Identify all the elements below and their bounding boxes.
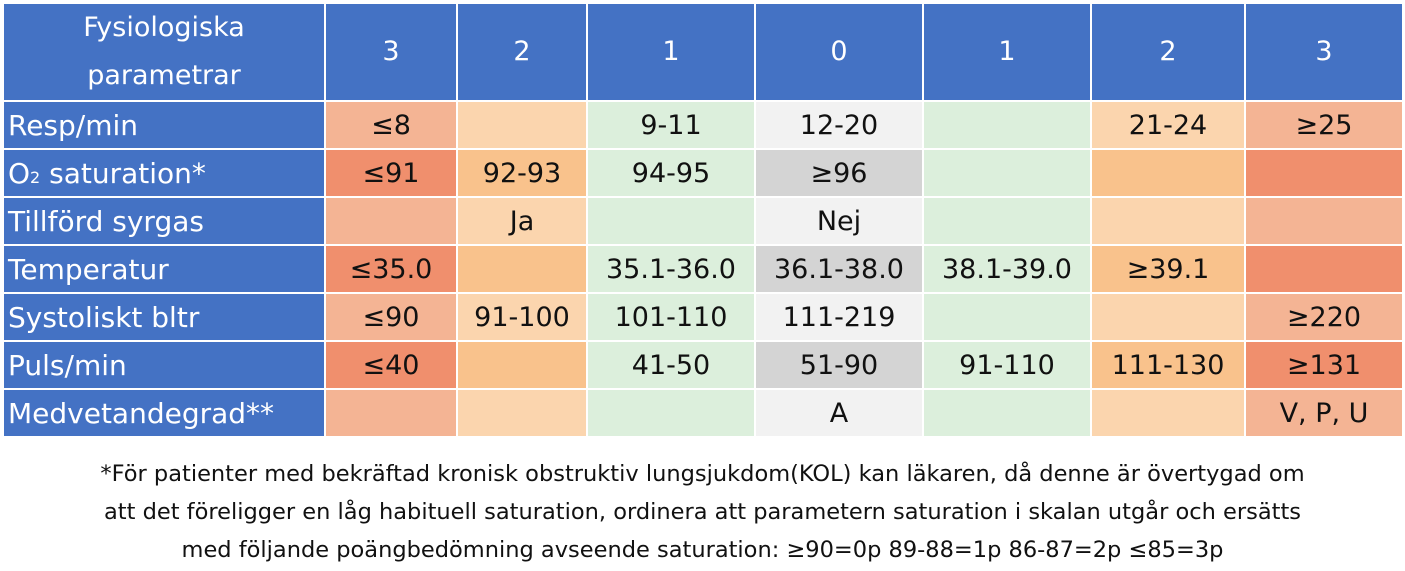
param-header-line1: Fysiologiska bbox=[83, 12, 245, 43]
table-cell bbox=[922, 100, 1092, 150]
table-cell bbox=[922, 292, 1092, 342]
row-resp: Resp/min ≤8 9-11 12-20 21-24 ≥25 bbox=[2, 100, 1404, 150]
param-header-line2: parametrar bbox=[87, 60, 241, 91]
table-cell: 111-130 bbox=[1090, 340, 1246, 390]
table-cell: ≤35.0 bbox=[324, 244, 458, 294]
footnote-line: att det föreligger en låg habituell satu… bbox=[104, 499, 1301, 525]
score-header: 2 bbox=[1090, 2, 1246, 102]
table-cell: A bbox=[754, 388, 924, 438]
table-cell: ≤40 bbox=[324, 340, 458, 390]
table-cell bbox=[922, 148, 1092, 198]
table-cell bbox=[1090, 196, 1246, 246]
row-label: O2 saturation* bbox=[2, 148, 326, 198]
table-cell: ≤8 bbox=[324, 100, 458, 150]
table-cell bbox=[1090, 292, 1246, 342]
row-consciousness: Medvetandegrad** A V, P, U bbox=[2, 388, 1404, 438]
table-cell: 21-24 bbox=[1090, 100, 1246, 150]
table-cell bbox=[456, 244, 588, 294]
table-cell: 36.1-38.0 bbox=[754, 244, 924, 294]
score-header: 1 bbox=[586, 2, 756, 102]
table-cell bbox=[456, 100, 588, 150]
table-cell: ≤90 bbox=[324, 292, 458, 342]
table-cell bbox=[1244, 196, 1404, 246]
table-cell: ≤91 bbox=[324, 148, 458, 198]
table-cell: 111-219 bbox=[754, 292, 924, 342]
table-cell: 38.1-39.0 bbox=[922, 244, 1092, 294]
row-pulse: Puls/min ≤40 41-50 51-90 91-110 111-130 … bbox=[2, 340, 1404, 390]
score-header: 1 bbox=[922, 2, 1092, 102]
row-label-subscript: 2 bbox=[30, 167, 41, 187]
row-label: Tillförd syrgas bbox=[2, 196, 326, 246]
row-label: Medvetandegrad** bbox=[2, 388, 326, 438]
score-header: 2 bbox=[456, 2, 588, 102]
table-cell: ≥25 bbox=[1244, 100, 1404, 150]
row-systolic-bp: Systoliskt bltr ≤90 91-100 101-110 111-2… bbox=[2, 292, 1404, 342]
score-header: 3 bbox=[1244, 2, 1404, 102]
table-cell bbox=[922, 196, 1092, 246]
table-cell bbox=[1244, 148, 1404, 198]
table-cell: 91-110 bbox=[922, 340, 1092, 390]
table-cell bbox=[324, 388, 458, 438]
table-cell bbox=[456, 340, 588, 390]
table-cell bbox=[586, 388, 756, 438]
table-cell bbox=[922, 388, 1092, 438]
table-cell: V, P, U bbox=[1244, 388, 1404, 438]
row-oxygen-supplement: Tillförd syrgas Ja Nej bbox=[2, 196, 1404, 246]
row-o2-saturation: O2 saturation* ≤91 92-93 94-95 ≥96 bbox=[2, 148, 1404, 198]
row-label: Puls/min bbox=[2, 340, 326, 390]
footnote: *För patienter med bekräftad kronisk obs… bbox=[0, 455, 1405, 569]
score-header: 3 bbox=[324, 2, 458, 102]
row-temperature: Temperatur ≤35.0 35.1-36.0 36.1-38.0 38.… bbox=[2, 244, 1404, 294]
table-cell: Ja bbox=[456, 196, 588, 246]
news-score-table: Fysiologiska parametrar 3 2 1 0 1 2 3 Re… bbox=[2, 2, 1404, 438]
table-cell: 91-100 bbox=[456, 292, 588, 342]
table-cell bbox=[586, 196, 756, 246]
table-cell: ≥39.1 bbox=[1090, 244, 1246, 294]
footnote-line: *För patienter med bekräftad kronisk obs… bbox=[100, 461, 1305, 487]
row-label-main: O bbox=[8, 156, 31, 190]
footnote-line: med följande poängbedömning avseende sat… bbox=[181, 537, 1224, 563]
table-cell: 12-20 bbox=[754, 100, 924, 150]
table-cell: 94-95 bbox=[586, 148, 756, 198]
table-cell bbox=[1244, 244, 1404, 294]
table-cell: 92-93 bbox=[456, 148, 588, 198]
row-label: Temperatur bbox=[2, 244, 326, 294]
table-cell: 35.1-36.0 bbox=[586, 244, 756, 294]
table-cell: 41-50 bbox=[586, 340, 756, 390]
table-cell: 101-110 bbox=[586, 292, 756, 342]
table-cell bbox=[456, 388, 588, 438]
row-label: Resp/min bbox=[2, 100, 326, 150]
table-cell: 9-11 bbox=[586, 100, 756, 150]
param-header: Fysiologiska parametrar bbox=[2, 2, 326, 102]
table-cell: Nej bbox=[754, 196, 924, 246]
table-cell: ≥220 bbox=[1244, 292, 1404, 342]
table-cell bbox=[324, 196, 458, 246]
table-cell: ≥96 bbox=[754, 148, 924, 198]
table-cell bbox=[1090, 388, 1246, 438]
table-cell: ≥131 bbox=[1244, 340, 1404, 390]
row-label: Systoliskt bltr bbox=[2, 292, 326, 342]
header-row: Fysiologiska parametrar 3 2 1 0 1 2 3 bbox=[2, 2, 1404, 102]
table-cell: 51-90 bbox=[754, 340, 924, 390]
score-header: 0 bbox=[754, 2, 924, 102]
row-label-rest: saturation* bbox=[40, 156, 206, 190]
table-cell bbox=[1090, 148, 1246, 198]
